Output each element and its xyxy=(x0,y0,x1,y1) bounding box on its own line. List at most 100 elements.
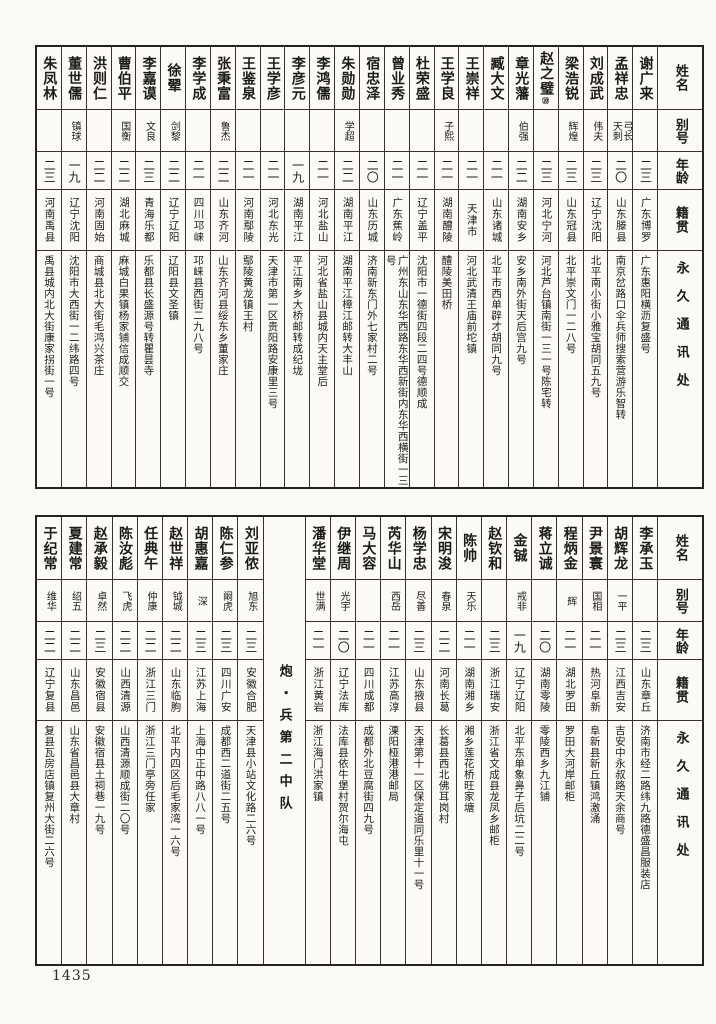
roster-column: 赵之璧 ⑳ 二三 河北宁河 河北芦台镇南街一三一号陈宅转 xyxy=(533,47,559,487)
origin-cell: 热河阜新 xyxy=(582,660,607,721)
alias-cell: 子熙 xyxy=(434,110,459,152)
address-cell: 禹县城内北大街康家拐街一号 xyxy=(42,255,55,398)
name-cell: 杜荣盛 xyxy=(409,47,434,110)
alias-cell xyxy=(186,110,210,152)
address-cell: 济南新东门外七家村二号 xyxy=(365,255,378,376)
origin-cell: 山东历城 xyxy=(359,190,384,251)
age-cell: 二一 xyxy=(456,622,481,660)
age-cell: 二〇 xyxy=(359,152,384,190)
age-cell: 二三 xyxy=(136,152,161,190)
header-age: 年龄 xyxy=(658,152,703,190)
origin-cell: 江西吉安 xyxy=(607,660,632,721)
age-cell: 二一 xyxy=(235,152,260,190)
address-cell: 沈阳市一德街四段二四号德顺成 xyxy=(415,255,428,409)
origin-cell: 浙江黄岩 xyxy=(305,660,330,721)
name-cell: 宋明浚 xyxy=(431,517,456,580)
roster-column: 陈仁参 阚虎 二三 四川广安 成都西二道街二五号 xyxy=(213,517,239,964)
address-cell: 零陵西乡九江铺 xyxy=(538,725,551,802)
origin-cell: 安徽宿县 xyxy=(87,660,112,721)
header-name: 姓名 xyxy=(658,517,703,580)
name-cell: 朱凤林 xyxy=(37,47,61,110)
bottom-roster-table: 于纪常 维华 二二 辽宁复县 复县瓦房店镇复州大街二六号 夏建常 绍五 二二 山东昌邑 山东省昌邑… xyxy=(35,515,704,966)
alias-cell: 伯强 xyxy=(509,110,533,152)
name-cell: 蒋立诚 xyxy=(532,517,557,580)
header-origin: 籍贯 xyxy=(658,190,703,251)
header-origin: 籍贯 xyxy=(658,660,703,721)
age-cell: 一九 xyxy=(285,152,310,190)
address-cell: 浙江三门亭旁任家 xyxy=(143,725,156,813)
address-cell: 广州东山东华西路东华西新街内东华西横街一三号 xyxy=(384,255,409,486)
roster-column: 李承玉 二三 山东章丘 济南市经二路纬九路德盛昌服装店 xyxy=(632,517,659,964)
origin-cell: 湖南平江 xyxy=(335,190,359,251)
alias-cell xyxy=(484,110,509,152)
roster-column: 胡辉龙 一平 二三 江西吉安 吉安中永叔路天余商号 xyxy=(607,517,633,964)
header-address: 永久通讯处 xyxy=(673,261,689,401)
origin-cell: 辽宁盖平 xyxy=(409,190,434,251)
roster-column: 潘华堂 世满 二一 浙江黄岩 浙江海门洪家镇 xyxy=(305,517,331,964)
origin-cell: 江苏高淳 xyxy=(381,660,406,721)
age-cell: 一九 xyxy=(507,622,532,660)
alias-cell: 西岳 xyxy=(381,580,406,622)
name-cell: 赵之璧 ⑳ xyxy=(533,47,558,110)
name-cell: 芮华山 xyxy=(381,517,406,580)
alias-cell: 阚虎 xyxy=(213,580,238,622)
age-cell: 二一 xyxy=(384,152,409,190)
name-cell: 朱勋勋 xyxy=(335,47,359,110)
name-cell: 伊继周 xyxy=(330,517,355,580)
roster-column: 洪则仁 二二 河南固始 商城县北大街毛鸿兴茶庄 xyxy=(86,47,112,487)
origin-cell: 河南固始 xyxy=(86,190,111,251)
alias-cell xyxy=(37,110,61,152)
roster-column: 张秉富 鲁杰 二二 山东齐河 山东齐河县绥东乡董家庄 xyxy=(210,47,236,487)
age-cell: 二一 xyxy=(582,622,607,660)
name-cell: 陈汝彪 xyxy=(112,517,137,580)
alias-cell: 天乐 xyxy=(456,580,481,622)
roster-column: 宿忠泽 二〇 山东历城 济南新东门外七家村二号 xyxy=(359,47,385,487)
roster-column: 赵世祥 钺城 二二 山东临朐 北平内四区后毛家湾一六号 xyxy=(162,517,189,964)
roster-column: 陈汝彪 飞虎 二二 山西清源 山西清源顺成街二〇号 xyxy=(112,517,138,964)
age-cell: 二一 xyxy=(305,622,330,660)
address-cell: 商城县北大街毛鸿兴茶庄 xyxy=(92,255,105,376)
alias-cell: 飞虎 xyxy=(112,580,137,622)
age-cell: 二〇 xyxy=(608,152,633,190)
address-cell: 安徽宿县土祠巷一九号 xyxy=(93,725,106,835)
roster-column: 赵钦和 二三 浙江瑞安 浙江省文成县龙凤乡邮柜 xyxy=(481,517,508,964)
alias-cell: 旭东 xyxy=(238,580,263,622)
origin-cell: 山东齐河 xyxy=(210,190,235,251)
age-cell: 二三 xyxy=(633,152,658,190)
address-cell: 上海中正中路八八一号 xyxy=(194,725,207,835)
roster-column: 夏建常 绍五 二二 山东昌邑 山东省昌邑县大章村 xyxy=(62,517,88,964)
age-cell: 二二 xyxy=(86,152,111,190)
name-cell: 于纪常 xyxy=(37,517,62,580)
name-cell: 任典午 xyxy=(137,517,162,580)
name-cell: 曾业秀 xyxy=(384,47,409,110)
age-cell: 二一 xyxy=(381,622,406,660)
section-divider: 炮・兵第二中队 xyxy=(264,517,306,964)
origin-cell: 浙江三门 xyxy=(137,660,162,721)
age-cell: 二〇 xyxy=(532,622,557,660)
name-cell: 刘亚侬 xyxy=(238,517,263,580)
address-cell: 溧阳桠港港邮局 xyxy=(387,725,400,802)
roster-column: 胡惠嘉深二三 江苏上海 上海中正中路八八一号 xyxy=(188,517,214,964)
alias-cell xyxy=(355,580,381,622)
alias-cell: 深 xyxy=(188,580,213,622)
address-cell: 成都外北豆腐街四九号 xyxy=(362,725,375,835)
address-cell: 吉安中永叔路天余商号 xyxy=(613,725,626,835)
origin-cell: 湖北罗田 xyxy=(557,660,582,721)
age-cell: 二〇 xyxy=(330,622,355,660)
origin-cell: 山东冠县 xyxy=(558,190,583,251)
name-cell: 李鸿儒 xyxy=(310,47,335,110)
roster-column: 董世儒 镇球 一九 辽宁沈阳 沈阳市大西街一二纬路四号 xyxy=(61,47,87,487)
roster-column: 刘成武 伟夫 二三 辽宁沈阳 北平南小街小雅宝胡同五九号 xyxy=(583,47,609,487)
origin-cell: 山西清源 xyxy=(112,660,137,721)
header-address: 永久通讯处 xyxy=(673,731,689,871)
age-cell: 二二 xyxy=(112,622,137,660)
age-cell: 二三 xyxy=(37,152,61,190)
origin-cell: 江苏上海 xyxy=(188,660,213,721)
alias-cell: 学超 xyxy=(335,110,359,152)
age-cell: 二一 xyxy=(355,622,381,660)
section-divider-label: 炮・兵第二中队 xyxy=(276,663,292,818)
address-cell: 浙江省文成县龙凤乡邮柜 xyxy=(487,725,500,846)
age-cell: 二二 xyxy=(210,152,235,190)
address-cell: 北平内四区后毛家湾一六号 xyxy=(168,725,181,857)
age-cell: 二三 xyxy=(213,622,238,660)
